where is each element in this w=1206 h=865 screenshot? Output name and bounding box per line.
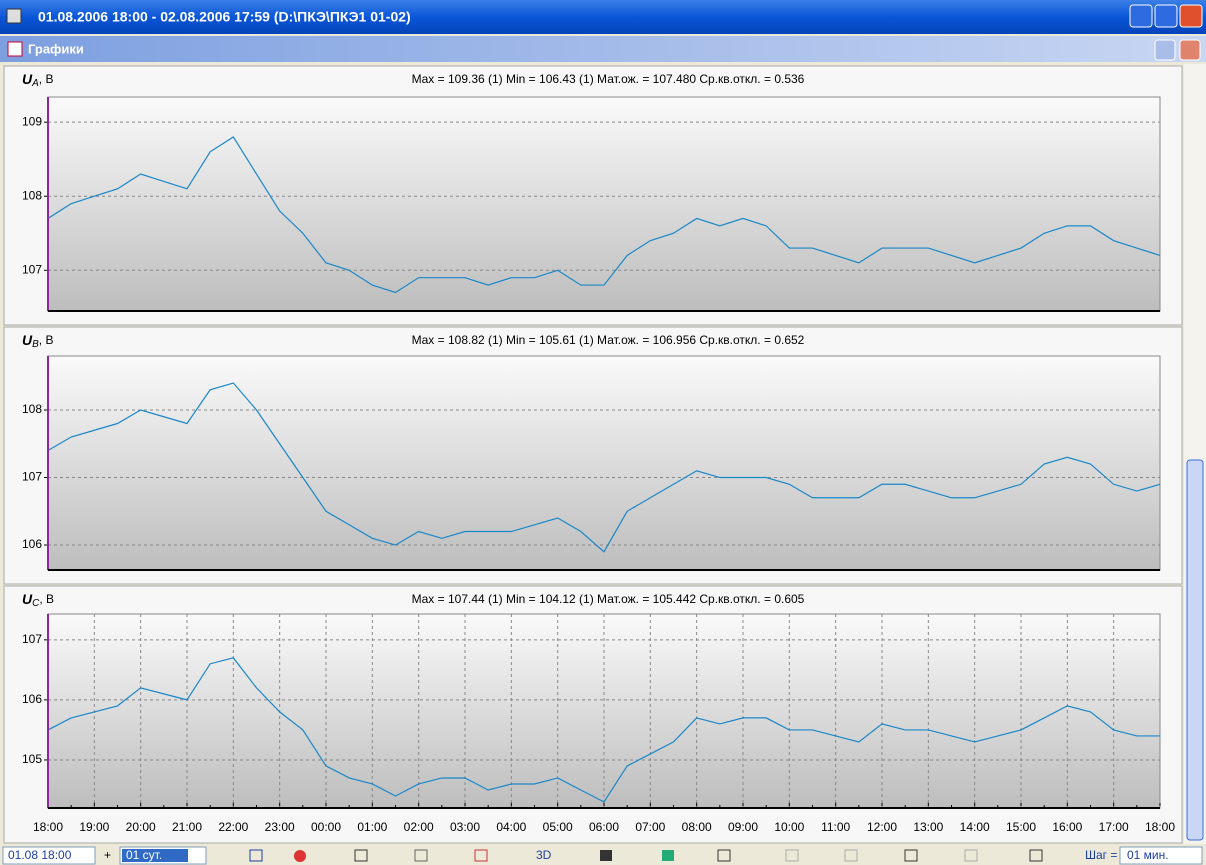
y-tick-label: 106 xyxy=(22,537,42,551)
app-icon xyxy=(6,8,22,24)
y-tick-label: 109 xyxy=(22,114,42,128)
chart-panel: UA, В Max = 109.36 (1) Min = 106.43 (1) М… xyxy=(3,65,1183,326)
tool-icon[interactable] xyxy=(354,849,368,862)
stats-text: Max = 108.82 (1) Min = 105.61 (1) Мат.ож… xyxy=(412,333,805,347)
label-unit: , В xyxy=(39,72,54,86)
y-axis-label: UA, В xyxy=(22,71,53,89)
label-unit: , В xyxy=(39,592,54,606)
tool-icon[interactable] xyxy=(414,849,428,862)
x-tick-label: 06:00 xyxy=(589,820,619,834)
y-tick-label: 108 xyxy=(22,188,42,202)
x-tick-label: 18:00 xyxy=(1145,820,1175,834)
stats-text: Max = 109.36 (1) Min = 106.43 (1) Мат.ож… xyxy=(412,72,805,86)
data-line xyxy=(47,657,1160,803)
chart-panel: UB, В Max = 108.82 (1) Min = 105.61 (1) М… xyxy=(3,326,1183,585)
tool-icon[interactable] xyxy=(904,849,918,862)
x-tick-label: 18:00 xyxy=(33,820,63,834)
label-subscript: C xyxy=(32,598,40,609)
x-tick-label: 11:00 xyxy=(821,820,850,834)
data-line xyxy=(47,136,1161,294)
x-tick-label: 15:00 xyxy=(1006,820,1036,834)
x-tick-label: 05:00 xyxy=(543,820,573,834)
minimize-button[interactable] xyxy=(1129,4,1153,28)
step-combo[interactable] xyxy=(1119,846,1203,865)
tool-icon[interactable] xyxy=(1029,849,1043,862)
step-label: Шаг = xyxy=(1085,848,1117,862)
x-tick-label: 02:00 xyxy=(404,820,434,834)
x-tick-label: 13:00 xyxy=(913,820,943,834)
child-maximize[interactable] xyxy=(1154,39,1176,61)
x-tick-label: 12:00 xyxy=(867,820,897,834)
x-tick-label: 09:00 xyxy=(728,820,758,834)
child-close[interactable] xyxy=(1179,39,1201,61)
y-tick-label: 107 xyxy=(22,470,42,484)
y-axis-label: UC, В xyxy=(22,591,54,609)
x-tick-label: 00:00 xyxy=(311,820,341,834)
x-tick-label: 16:00 xyxy=(1052,820,1082,834)
tool-icon[interactable] xyxy=(294,850,306,862)
window-title: 01.08.2006 18:00 - 02.08.2006 17:59 (D:\… xyxy=(38,9,411,25)
tool-icon[interactable] xyxy=(662,850,674,861)
tool-icon[interactable] xyxy=(600,850,612,861)
plot-area xyxy=(47,355,1161,571)
step-text: 01 мин. xyxy=(1127,848,1169,862)
period-highlight xyxy=(122,849,188,862)
x-tick-label: 03:00 xyxy=(450,820,480,834)
x-tick-label: 21:00 xyxy=(172,820,202,834)
child-title: Графики xyxy=(28,41,84,56)
y-tick-label: 106 xyxy=(22,692,42,706)
tool-icon[interactable] xyxy=(785,849,799,862)
close-button[interactable] xyxy=(1179,4,1203,28)
tool-icon[interactable] xyxy=(474,849,488,862)
child-icon xyxy=(7,41,23,57)
charts: UA, В Max = 109.36 (1) Min = 106.43 (1) М… xyxy=(3,65,1183,844)
x-tick-label: 14:00 xyxy=(960,820,990,834)
start-field[interactable] xyxy=(2,846,96,865)
label-subscript: A xyxy=(31,78,39,89)
scroll-thumb[interactable] xyxy=(1186,459,1204,841)
plus-text: + xyxy=(104,848,111,862)
stats-text: Max = 107.44 (1) Min = 104.12 (1) Мат.ож… xyxy=(412,592,805,606)
label-unit: , В xyxy=(39,333,54,347)
x-tick-label: 23:00 xyxy=(265,820,295,834)
plot-area xyxy=(47,96,1161,312)
toolbar: 01.08 18:00 + 01 сут. 3D Шаг = 01 мин. xyxy=(0,845,1206,865)
tool-icon[interactable] xyxy=(717,849,731,862)
x-tick-label: 17:00 xyxy=(1099,820,1129,834)
y-tick-label: 107 xyxy=(22,632,42,646)
x-tick-label: 19:00 xyxy=(79,820,109,834)
period-text: 01 сут. xyxy=(126,848,162,862)
label-symbol: U xyxy=(22,332,33,348)
chart-panel: UC, В Max = 107.44 (1) Min = 104.12 (1) М… xyxy=(3,585,1183,844)
x-tick-label: 08:00 xyxy=(682,820,712,834)
x-tick-label: 20:00 xyxy=(126,820,156,834)
tool-icon[interactable] xyxy=(964,849,978,862)
maximize-button[interactable] xyxy=(1154,4,1178,28)
x-tick-label: 04:00 xyxy=(496,820,526,834)
x-tick-label: 01:00 xyxy=(357,820,387,834)
x-tick-label: 10:00 xyxy=(774,820,804,834)
tool-icon[interactable] xyxy=(844,849,858,862)
title-bar xyxy=(0,0,1206,34)
y-tick-label: 108 xyxy=(22,402,42,416)
start-text: 01.08 18:00 xyxy=(8,848,72,862)
child-title-bar xyxy=(0,36,1206,62)
label-symbol: U xyxy=(22,71,33,87)
y-tick-label: 105 xyxy=(22,752,42,766)
y-tick-label: 107 xyxy=(22,262,42,276)
x-tick-label: 22:00 xyxy=(218,820,248,834)
label-symbol: U xyxy=(22,591,33,607)
y-axis-label: UB, В xyxy=(22,332,53,350)
x-tick-label: 07:00 xyxy=(635,820,665,834)
data-line xyxy=(47,382,1161,553)
label-subscript: B xyxy=(32,339,39,350)
tool-icon[interactable] xyxy=(249,849,263,862)
three-d-button[interactable]: 3D xyxy=(536,848,552,862)
